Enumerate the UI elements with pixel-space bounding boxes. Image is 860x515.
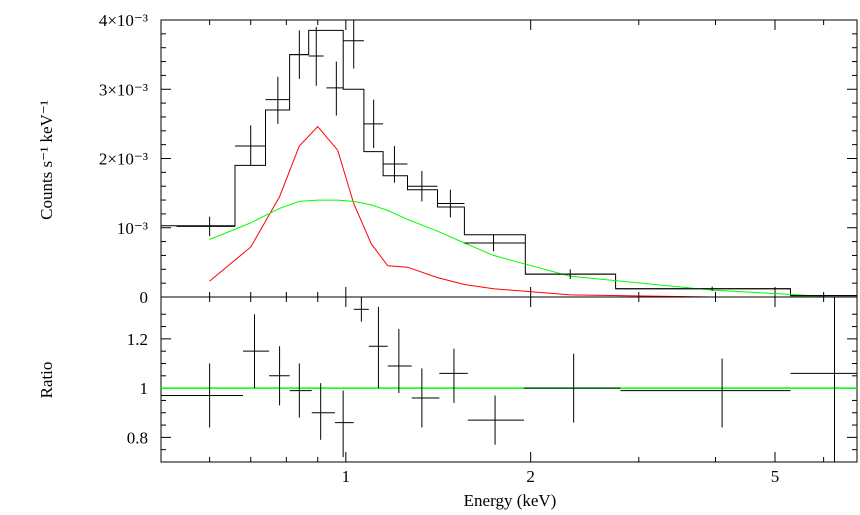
ratio-data-point [467, 395, 524, 445]
y-tick-label: 3×10⁻³ [99, 80, 148, 99]
ratio-data-point [411, 368, 440, 428]
ratio-data-point [311, 383, 335, 440]
y-tick-label: 4×10⁻³ [99, 11, 148, 30]
spectrum-y-axis-label: Counts s⁻¹ keV⁻¹ [37, 100, 56, 220]
red-component-line [209, 125, 824, 298]
ratio-y-axis-label: Ratio [37, 362, 56, 399]
green-component-line [209, 199, 824, 297]
ratio-data-point [620, 358, 791, 428]
x-axis-label: Energy (keV) [464, 491, 557, 510]
ratio-data-point [334, 390, 354, 458]
spectrum-data-point [176, 216, 236, 237]
spectrum-data-point [437, 189, 465, 218]
model-step-line [161, 29, 857, 297]
ratio-y-tick-label: 0.8 [127, 428, 148, 447]
spectrum-data-point [235, 125, 266, 166]
spectrum-data-point [308, 26, 324, 86]
x-tick-label: 5 [771, 467, 780, 486]
x-tick-label: 1 [342, 467, 351, 486]
ratio-y-tick-label: 1.2 [127, 330, 148, 349]
ratio-data-point [242, 314, 270, 389]
ratio-frame [160, 296, 858, 463]
spectrum-data-point [363, 99, 384, 149]
ratio-data-point [790, 297, 857, 462]
spectrum-data-point [464, 234, 526, 252]
spectrum-data-point [326, 61, 344, 116]
x-tick-label: 2 [526, 467, 535, 486]
spectrum-data-point [407, 170, 438, 202]
ratio-data-point [269, 346, 290, 406]
ratio-data-point [161, 363, 243, 428]
ratio-data-point [353, 297, 369, 322]
spectrum-data-point [343, 20, 364, 69]
spectrum-data-point [615, 286, 791, 291]
y-tick-label: 0 [140, 288, 149, 307]
y-tick-label: 10⁻³ [117, 219, 148, 238]
ratio-data-point [368, 306, 388, 389]
ratio-marks: 0.8 1 1.2 1 2 5 [127, 297, 857, 486]
ratio-data-point [439, 348, 468, 403]
y-tick-label: 2×10⁻³ [99, 150, 148, 169]
ratio-data-point [523, 353, 621, 423]
spectrum-data-point [383, 146, 408, 183]
ratio-y-tick-label: 1 [140, 379, 149, 398]
ratio-data-point [289, 363, 312, 418]
spectrum-data-point [265, 76, 290, 124]
spectrum-panel: 0 10⁻³ 2×10⁻³ 3×10⁻³ 4×10⁻³ Counts s⁻¹ keV⁻¹ [37, 11, 858, 307]
spectrum-data-point [289, 30, 309, 79]
ratio-data-point [387, 329, 412, 394]
spectrum-marks: 0 10⁻³ 2×10⁻³ 3×10⁻³ 4×10⁻³ [99, 11, 857, 307]
spectrum-data-point [525, 269, 616, 279]
ratio-panel: 0.8 1 1.2 1 2 5 Ratio Energy (keV) [37, 296, 858, 510]
